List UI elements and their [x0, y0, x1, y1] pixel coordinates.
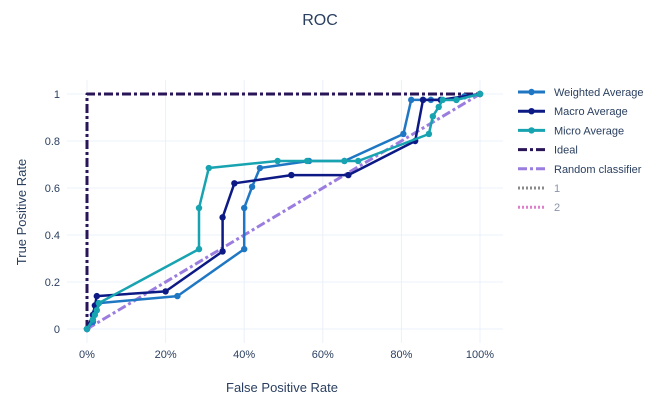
- data-point: [419, 96, 427, 104]
- data-point: [93, 292, 101, 300]
- x-tick-label: 20%: [155, 349, 177, 361]
- data-point: [219, 248, 226, 255]
- data-point: [205, 164, 213, 172]
- data-point: [476, 90, 484, 98]
- legend-marker: [528, 88, 535, 96]
- data-point: [435, 103, 442, 111]
- data-point: [248, 183, 256, 191]
- x-axis-label: False Positive Rate: [226, 380, 338, 395]
- data-point: [241, 204, 248, 212]
- data-point: [274, 157, 281, 165]
- legend-item-ideal[interactable]: Ideal: [518, 145, 578, 157]
- data-point: [425, 130, 433, 138]
- data-point: [174, 292, 181, 300]
- grid: [67, 80, 503, 343]
- chart-title: ROC: [302, 12, 338, 29]
- legend-label: Random classifier: [554, 164, 642, 176]
- data-point: [408, 96, 415, 104]
- x-tick-label: 100%: [466, 349, 494, 361]
- legend-label: 2: [554, 202, 560, 214]
- legend-item-1[interactable]: 1: [518, 183, 560, 195]
- x-tick-label: 40%: [233, 349, 255, 361]
- legend-label: Ideal: [554, 145, 578, 157]
- data-point: [341, 157, 348, 165]
- y-tick-label: 0.8: [45, 136, 60, 148]
- legend-label: 1: [554, 183, 560, 195]
- y-axis-label: True Positive Rate: [14, 159, 29, 265]
- legend-label: Macro Average: [554, 106, 628, 118]
- data-point: [453, 96, 460, 104]
- y-tick-label: 1: [54, 89, 60, 101]
- data-point: [256, 164, 264, 172]
- x-tick-label: 60%: [312, 349, 334, 361]
- data-point: [219, 214, 226, 221]
- x-tick-label: 0%: [79, 349, 95, 361]
- legend: Weighted Average Macro Average Micro Avera…: [518, 87, 644, 214]
- data-point: [345, 171, 352, 179]
- data-point: [93, 307, 101, 314]
- y-tick-label: 0.6: [45, 183, 60, 195]
- data-point: [400, 130, 407, 138]
- data-point: [95, 299, 102, 307]
- data-point: [241, 245, 248, 253]
- legend-marker: [528, 127, 535, 134]
- y-tick-label: 0.4: [45, 230, 60, 242]
- data-point: [303, 157, 311, 165]
- series-line-random-classifier: [86, 92, 481, 331]
- legend-label: Weighted Average: [554, 87, 644, 99]
- series-line-ideal: [85, 92, 480, 329]
- data-point: [195, 245, 203, 253]
- data-point: [195, 204, 203, 212]
- data-point: [162, 288, 169, 295]
- legend-item-micro-average[interactable]: Micro Average: [518, 125, 624, 137]
- data-point: [439, 96, 446, 104]
- y-tick-label: 0.2: [45, 277, 60, 289]
- data-point: [83, 325, 91, 333]
- plot-area: [83, 90, 484, 333]
- legend-marker: [528, 108, 535, 115]
- legend-item-random-classifier[interactable]: Random classifier: [518, 164, 642, 176]
- y-tick-label: 0: [54, 324, 60, 336]
- data-point: [429, 113, 437, 120]
- legend-label: Micro Average: [554, 125, 624, 137]
- legend-item-2[interactable]: 2: [518, 202, 560, 214]
- axes: 0% 20% 40% 60% 80% 100% 0 0.2 0.4 0.6 0.8 1: [45, 89, 495, 361]
- legend-item-macro-average[interactable]: Macro Average: [518, 106, 628, 118]
- data-point: [288, 171, 295, 179]
- x-tick-label: 80%: [390, 349, 412, 361]
- legend-item-weighted-average[interactable]: Weighted Average: [518, 87, 644, 99]
- data-point: [354, 157, 362, 165]
- data-point: [231, 180, 238, 187]
